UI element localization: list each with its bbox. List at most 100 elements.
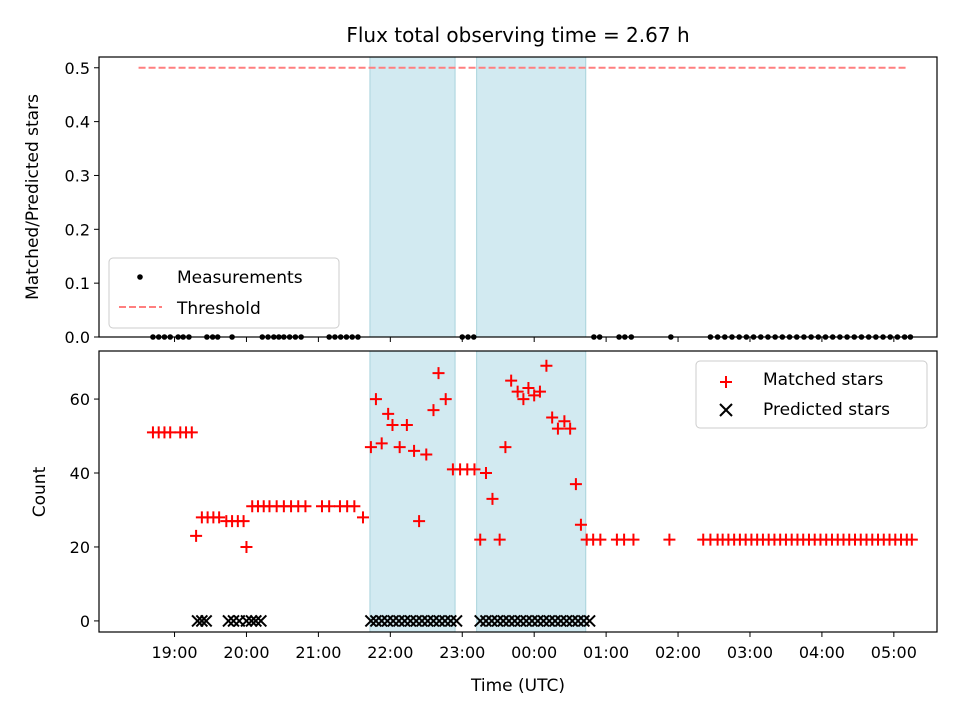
x-tick-label: 21:00 <box>295 643 341 662</box>
matched-star-point <box>164 426 177 439</box>
predicted-stars-points <box>191 614 596 628</box>
matched-star-point <box>386 418 399 431</box>
matched-star-point <box>517 393 530 406</box>
predicted-star-point <box>245 614 258 628</box>
matched-star-point <box>213 511 226 524</box>
predicted-star-point <box>520 614 533 628</box>
bottom-legend-box <box>695 360 928 429</box>
legend-measurements-marker <box>137 274 143 280</box>
x-tick-label: 03:00 <box>727 643 773 662</box>
top-y-ticks: 0.0 0.1 0.2 0.3 0.4 0.5 <box>65 59 99 347</box>
matched-star-point <box>558 415 571 428</box>
bottom-y-tick-label: 40 <box>70 464 90 483</box>
legend-predicted-label: Predicted stars <box>763 400 890 420</box>
predicted-star-point <box>479 614 493 628</box>
matched-star-point <box>413 515 426 528</box>
predicted-star-point <box>410 614 423 628</box>
matched-star-point <box>479 467 492 480</box>
matched-star-point <box>400 418 413 431</box>
predicted-star-point <box>386 614 400 628</box>
top-y-tick-label: 0.0 <box>65 328 90 347</box>
matched-star-point <box>299 500 312 513</box>
predicted-star-point <box>548 614 562 628</box>
predicted-star-point <box>392 614 406 628</box>
top-y-tick-label: 0.5 <box>65 59 90 78</box>
predicted-star-point <box>364 614 378 628</box>
bottom-legend: Matched stars Predicted stars <box>695 360 928 429</box>
top-y-tick-label: 0.3 <box>65 166 90 185</box>
matched-star-point <box>468 463 481 476</box>
matched-star-point <box>348 500 361 513</box>
shaded-interval-2 <box>476 56 587 338</box>
bottom-y-ticks: 0 20 40 60 <box>70 390 99 631</box>
predicted-star-point <box>502 614 516 628</box>
bottom-panel: 0 20 40 60 19:00 20:00 21:00 22:00 23:00 00:00 01… <box>30 350 938 696</box>
x-tick-label: 20:00 <box>223 643 269 662</box>
predicted-star-point <box>195 614 209 628</box>
legend-measurements-label: Measurements <box>177 268 303 288</box>
matched-star-point <box>323 500 336 513</box>
predicted-star-point <box>531 614 544 628</box>
predicted-star-point <box>404 614 417 628</box>
predicted-star-point <box>543 614 556 628</box>
chart-title: Flux total observing time = 2.67 h <box>346 23 689 47</box>
matched-star-point <box>551 422 564 435</box>
matched-star-point <box>505 374 518 387</box>
top-legend: Measurements Threshold <box>108 257 340 329</box>
x-tick-label: 22:00 <box>367 643 413 662</box>
top-y-tick-label: 0.2 <box>65 220 90 239</box>
bottom-y-tick-label: 20 <box>70 538 90 557</box>
predicted-star-point <box>566 614 579 628</box>
predicted-star-point <box>398 614 411 628</box>
predicted-star-point <box>514 614 527 628</box>
matched-stars-points <box>146 359 918 553</box>
bottom-x-ticks: 19:00 20:00 21:00 22:00 23:00 00:00 01:00 02:00… <box>151 632 917 662</box>
predicted-star-point <box>249 614 263 628</box>
matched-star-point <box>408 444 421 457</box>
matched-star-point <box>375 437 388 450</box>
shaded-interval-2 <box>476 350 587 633</box>
matched-star-point <box>511 385 524 398</box>
bottom-plot-frame <box>98 350 938 633</box>
predicted-star-point <box>525 614 539 628</box>
shaded-interval-1 <box>369 350 456 633</box>
matched-star-point <box>420 448 433 461</box>
predicted-star-point <box>254 614 268 628</box>
predicted-star-point <box>491 614 504 628</box>
x-tick-label: 00:00 <box>511 643 557 662</box>
legend-threshold-label: Threshold <box>176 299 261 319</box>
legend-predicted-marker <box>719 403 733 417</box>
matched-star-point <box>627 533 640 546</box>
matched-star-point <box>382 407 395 420</box>
predicted-star-point <box>438 614 452 628</box>
matched-star-point <box>240 540 253 553</box>
predicted-star-point <box>222 614 235 628</box>
matched-star-point <box>474 533 487 546</box>
predicted-star-point <box>369 614 383 628</box>
predicted-star-point <box>474 614 487 628</box>
legend-matched-label: Matched stars <box>763 370 883 390</box>
predicted-star-point <box>240 614 253 628</box>
x-tick-label: 23:00 <box>439 643 485 662</box>
shaded-interval-1 <box>369 56 456 338</box>
matched-star-point <box>594 533 607 546</box>
matched-star-point <box>574 518 587 531</box>
matched-star-point <box>486 492 499 505</box>
predicted-star-point <box>485 614 498 628</box>
matched-star-point <box>499 441 512 454</box>
top-y-axis-label: Matched/Predicted stars <box>23 94 43 300</box>
x-tick-label: 02:00 <box>655 643 701 662</box>
matched-star-point <box>393 441 406 454</box>
matched-star-point <box>237 515 250 528</box>
top-panel: 0.0 0.1 0.2 0.3 0.4 0.5 Matched/Predicted sta… <box>23 56 938 347</box>
bottom-shaded-intervals <box>369 350 587 633</box>
matched-star-point <box>564 422 577 435</box>
bottom-y-axis-label: Count <box>30 466 50 517</box>
matched-star-point <box>190 529 203 542</box>
top-y-tick-label: 0.1 <box>65 274 90 293</box>
matched-star-point <box>905 533 918 546</box>
predicted-star-point <box>554 614 568 628</box>
matched-star-point <box>540 359 553 372</box>
matched-star-point <box>546 411 559 424</box>
